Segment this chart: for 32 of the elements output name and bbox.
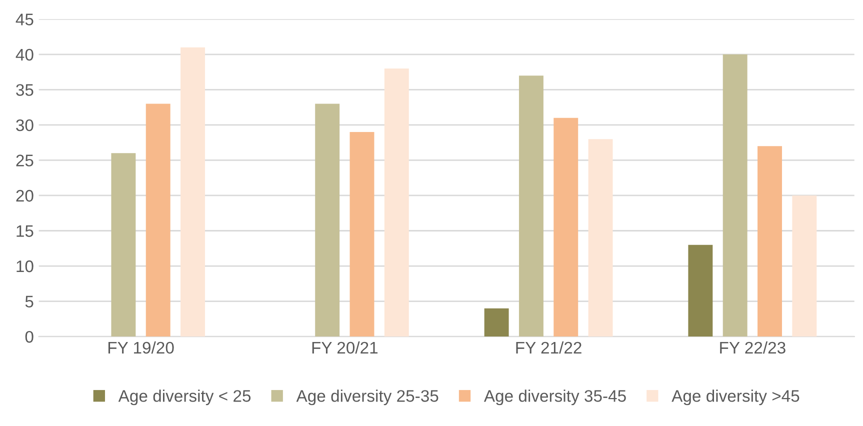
y-tick-label: 45 [16,14,34,26]
bar [792,195,817,337]
x-tick-label: FY 20/21 [312,341,378,354]
bar [146,104,170,337]
bar [722,54,748,337]
legend-label: Age diversity >45 [672,390,800,406]
y-tick-label: 40 [16,48,34,61]
y-tick-label: 20 [16,190,34,202]
bar [350,132,374,337]
y-tick-label: 0 [25,330,34,343]
y-tick-label: 10 [16,260,34,272]
bar [758,146,782,337]
bar [180,47,205,337]
x-tick-label: FY 19/20 [108,341,174,354]
y-tick-label: 35 [16,84,34,96]
bar [484,308,509,337]
legend-label: Age diversity 35-45 [484,390,626,406]
y-tick-label: 5 [25,296,34,308]
bar [111,153,136,337]
bar [688,244,713,337]
legend-label: Age diversity < 25 [118,390,251,406]
y-tick-label: 30 [16,119,34,132]
x-tick-label: FY 21/22 [516,341,582,354]
legend-label: Age diversity 25-35 [296,390,438,406]
bar [315,104,340,337]
y-tick-label: 25 [16,154,34,166]
bar [554,118,578,337]
bar [384,68,409,337]
bar [518,76,544,337]
bar [588,139,613,337]
y-tick-label: 15 [16,225,34,237]
x-tick-label: FY 22/23 [720,341,786,354]
